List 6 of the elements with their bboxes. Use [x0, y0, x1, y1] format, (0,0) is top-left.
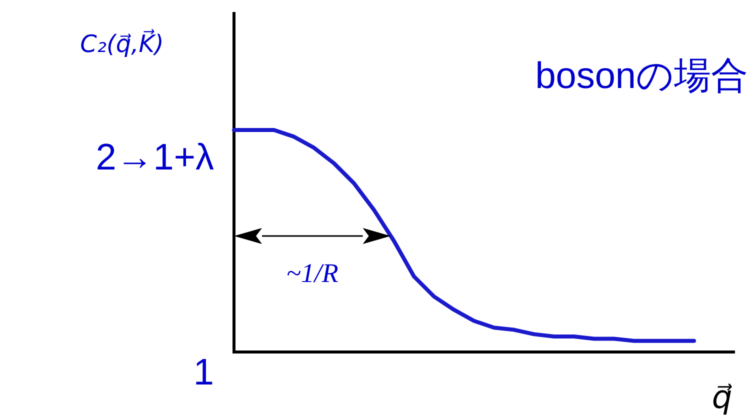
y-axis-title: C₂(q⃗,K⃗) [80, 28, 164, 58]
chart-title: bosonの場合 [535, 55, 748, 96]
annotation: ~1/R [286, 258, 339, 288]
text: 2→1+λ [96, 136, 214, 178]
x-axis-title: q⃗ [712, 378, 733, 416]
text: 1 [193, 352, 214, 392]
